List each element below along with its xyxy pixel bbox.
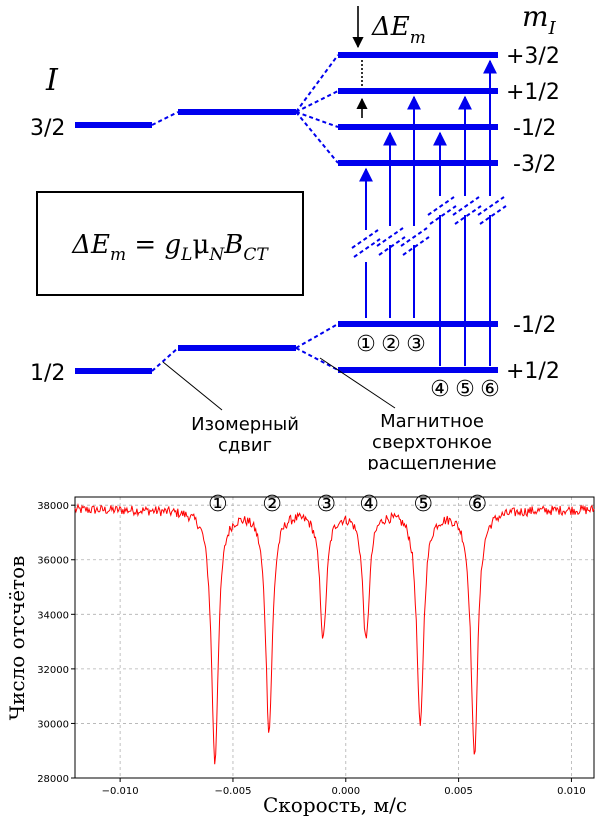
delta-E-indicator: ΔEm xyxy=(352,6,426,118)
excited-spin-label: 3/2 xyxy=(30,116,65,141)
break-mark xyxy=(402,236,430,256)
peak-label: ⑤ xyxy=(413,492,433,517)
hyperfine-annotation: Магнитное сверхтонкое расщепление xyxy=(367,411,496,470)
y-tick-label: 38000 xyxy=(37,501,69,512)
break-mark xyxy=(353,238,381,258)
formula-box xyxy=(36,191,304,296)
ground-shift-connector xyxy=(151,347,179,372)
isomer-shift-pointer xyxy=(162,361,223,411)
transition-label: ④ xyxy=(430,377,450,402)
mI-label: -3/2 xyxy=(513,152,556,177)
break-mark xyxy=(429,205,457,225)
hyperfine-pointer xyxy=(319,357,396,409)
hyperfine-label-line: расщепление xyxy=(367,453,496,470)
ground-levels xyxy=(75,321,498,374)
delta-E-label: ΔEm xyxy=(371,12,426,48)
break-mark xyxy=(479,205,507,225)
peak-label: ⑥ xyxy=(468,492,488,517)
energy-level-diagram: I mI 3/2 1/2 +3/2 +1/2 -1/2 -3/2 -1/2 +1… xyxy=(30,0,560,470)
split-connector xyxy=(295,90,339,113)
hyperfine-label-line: Магнитное xyxy=(380,411,484,432)
break-mark xyxy=(376,227,404,247)
isomer-shift-annotation: Изомерный сдвиг xyxy=(191,414,299,456)
break-mark xyxy=(378,236,406,256)
break-marks xyxy=(351,196,507,258)
break-mark xyxy=(427,196,455,216)
y-tick-label: 36000 xyxy=(37,556,69,567)
peak-label: ① xyxy=(208,492,228,517)
y-tick-label: 34000 xyxy=(37,610,69,621)
transition-label: ② xyxy=(381,332,401,357)
break-mark xyxy=(477,196,505,216)
transition-label: ① xyxy=(356,332,376,357)
x-tick-label: −0.010 xyxy=(102,786,139,797)
spectrum-series-line xyxy=(74,503,595,765)
y-tick-label: 32000 xyxy=(37,665,69,676)
peak-label: ④ xyxy=(359,492,379,517)
x-axis-label: Скорость, м/с xyxy=(263,793,407,817)
split-connector xyxy=(295,347,339,371)
transition-label: ③ xyxy=(406,332,426,357)
break-mark xyxy=(452,196,480,216)
grid xyxy=(75,497,594,779)
break-mark xyxy=(400,227,428,247)
x-tick-label: 0.010 xyxy=(557,786,586,797)
mI-label: +3/2 xyxy=(506,44,560,69)
break-mark xyxy=(454,205,482,225)
x-tick-label: −0.005 xyxy=(214,786,251,797)
transitions xyxy=(359,59,497,366)
formula: ΔEm = gLμNBCT xyxy=(71,230,269,265)
excited-levels xyxy=(75,52,498,166)
mI-header: mI xyxy=(522,0,557,39)
split-connector xyxy=(295,111,339,128)
hyperfine-label-line: сверхтонкое xyxy=(372,432,492,453)
transition-label: ⑥ xyxy=(480,377,500,402)
plot-frame xyxy=(74,496,595,779)
break-mark xyxy=(351,229,379,249)
split-connector xyxy=(295,323,339,349)
ground-spin-label: 1/2 xyxy=(30,361,65,386)
excited-shift-connector xyxy=(151,111,179,126)
mI-label: -1/2 xyxy=(513,116,556,141)
x-ticks: −0.010 −0.005 0.000 0.005 0.010 xyxy=(102,778,586,797)
mI-label: -1/2 xyxy=(513,313,556,338)
isomer-shift-label-line: сдвиг xyxy=(218,435,272,456)
spin-I-symbol: I xyxy=(45,63,59,98)
y-ticks: 28000 30000 32000 34000 36000 38000 xyxy=(37,501,75,785)
transition-label: ⑤ xyxy=(455,377,475,402)
mI-labels: +3/2 +1/2 -1/2 -3/2 -1/2 +1/2 xyxy=(506,44,560,384)
y-tick-label: 30000 xyxy=(37,719,69,730)
mI-label: +1/2 xyxy=(506,359,560,384)
y-axis-label: Число отсчётов xyxy=(5,556,29,721)
peak-label: ② xyxy=(262,492,282,517)
mI-label: +1/2 xyxy=(506,80,560,105)
peak-label: ③ xyxy=(316,492,336,517)
y-tick-label: 28000 xyxy=(37,774,69,785)
split-connector xyxy=(295,54,339,113)
x-tick-label: 0.005 xyxy=(444,786,473,797)
isomer-shift-label-line: Изомерный xyxy=(191,414,299,435)
x-tick-label: 0.000 xyxy=(331,786,360,797)
transition-labels: ① ② ③ ④ ⑤ ⑥ xyxy=(356,332,500,402)
